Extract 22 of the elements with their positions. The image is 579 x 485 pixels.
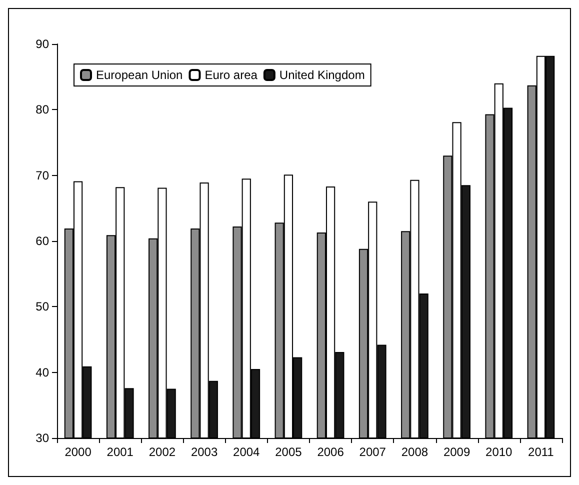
y-tick-label: 80 [36, 102, 50, 117]
legend-label: Euro area [204, 68, 258, 82]
y-tick-label: 90 [36, 37, 50, 51]
legend-label: European Union [96, 68, 183, 82]
x-tick-label: 2001 [106, 445, 134, 459]
y-tick-label: 70 [36, 168, 50, 182]
x-tick-label: 2000 [64, 445, 92, 459]
x-tick-label: 2010 [486, 445, 513, 459]
legend-label: United Kingdom [279, 68, 365, 82]
x-tick-label: 2003 [190, 445, 218, 459]
x-tick-label: 2005 [275, 445, 302, 459]
y-tick-label: 50 [36, 300, 50, 314]
x-tick-label: 2008 [401, 445, 428, 459]
y-tick-label: 60 [36, 234, 50, 248]
y-tick-label: 30 [36, 431, 50, 445]
x-tick-label: 2002 [148, 445, 176, 459]
x-tick-label: 2004 [233, 445, 260, 459]
x-tick-label: 2009 [443, 445, 470, 459]
x-tick-label: 2011 [528, 445, 554, 459]
x-tick-label: 2007 [359, 445, 386, 459]
y-tick-label: 40 [36, 365, 50, 380]
x-tick-label: 2006 [317, 445, 344, 459]
